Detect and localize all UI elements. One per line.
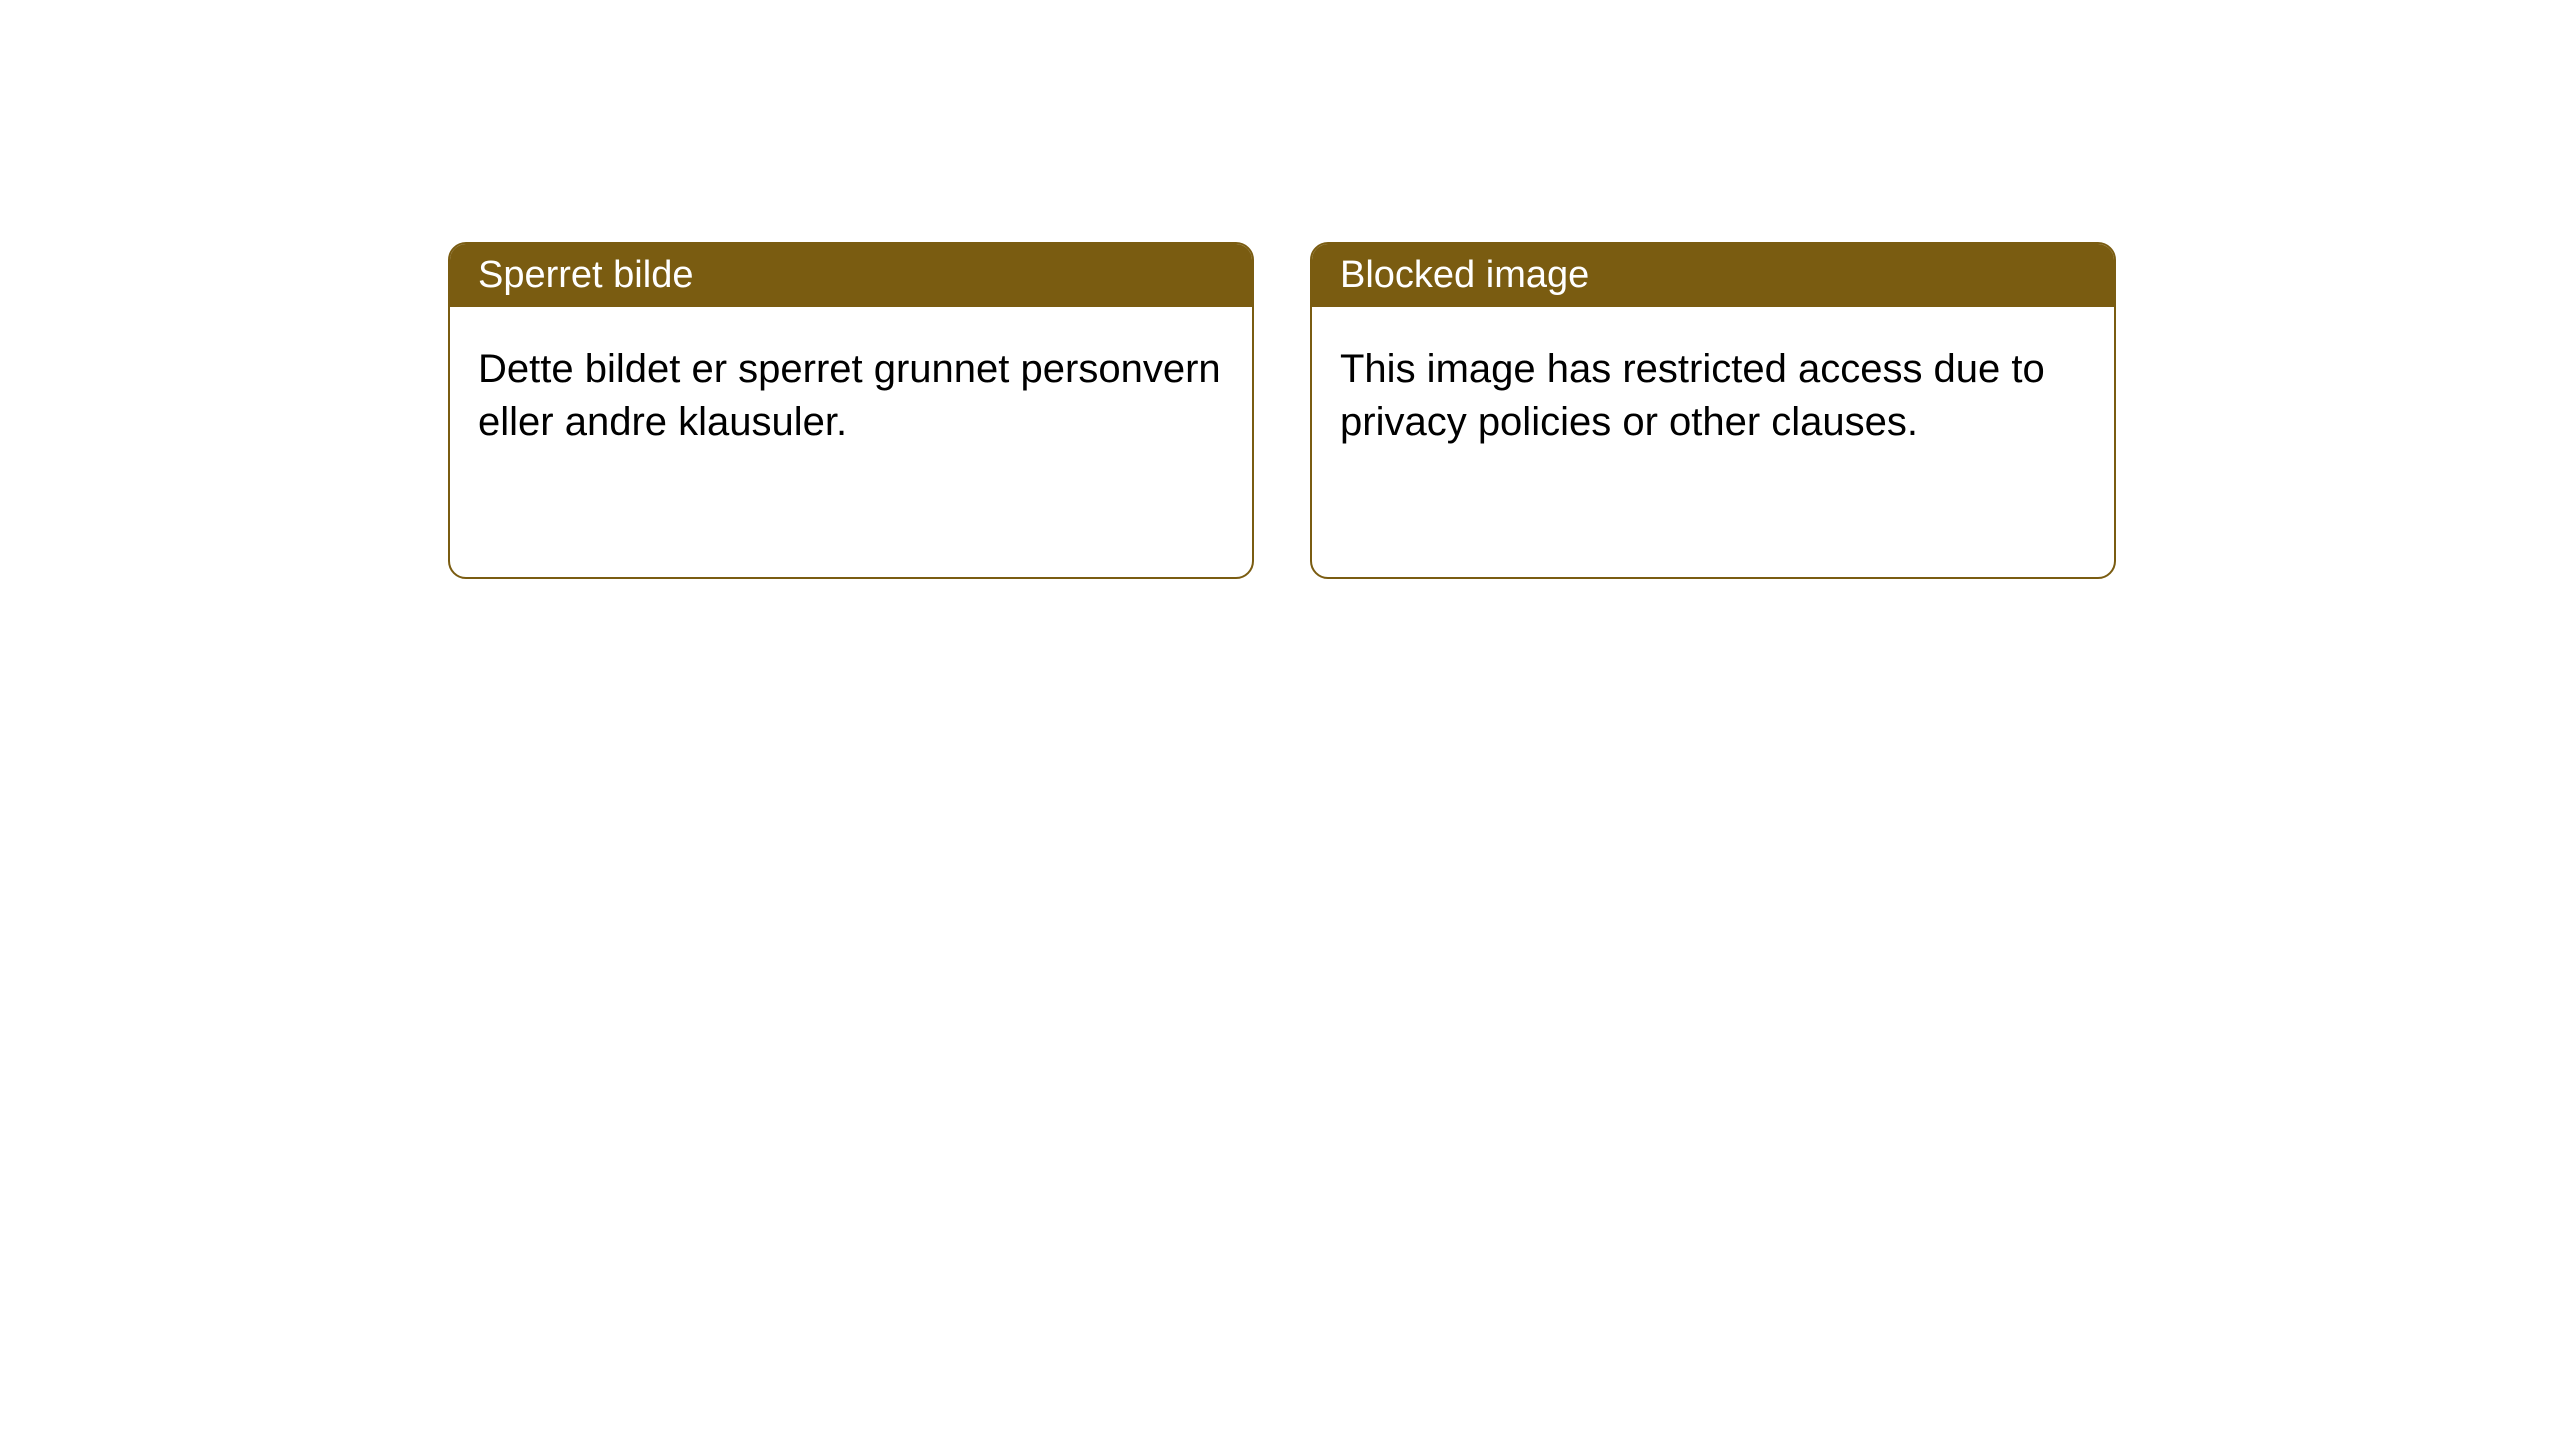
card-text-no: Dette bildet er sperret grunnet personve… bbox=[478, 347, 1221, 444]
card-title-no: Sperret bilde bbox=[478, 254, 693, 296]
card-body-no: Dette bildet er sperret grunnet personve… bbox=[450, 307, 1252, 485]
card-text-en: This image has restricted access due to … bbox=[1340, 347, 2045, 444]
card-header-no: Sperret bilde bbox=[450, 244, 1252, 307]
blocked-image-card-en: Blocked image This image has restricted … bbox=[1310, 242, 2116, 579]
blocked-image-cards: Sperret bilde Dette bildet er sperret gr… bbox=[448, 242, 2116, 579]
card-title-en: Blocked image bbox=[1340, 254, 1589, 296]
card-header-en: Blocked image bbox=[1312, 244, 2114, 307]
card-body-en: This image has restricted access due to … bbox=[1312, 307, 2114, 485]
blocked-image-card-no: Sperret bilde Dette bildet er sperret gr… bbox=[448, 242, 1254, 579]
